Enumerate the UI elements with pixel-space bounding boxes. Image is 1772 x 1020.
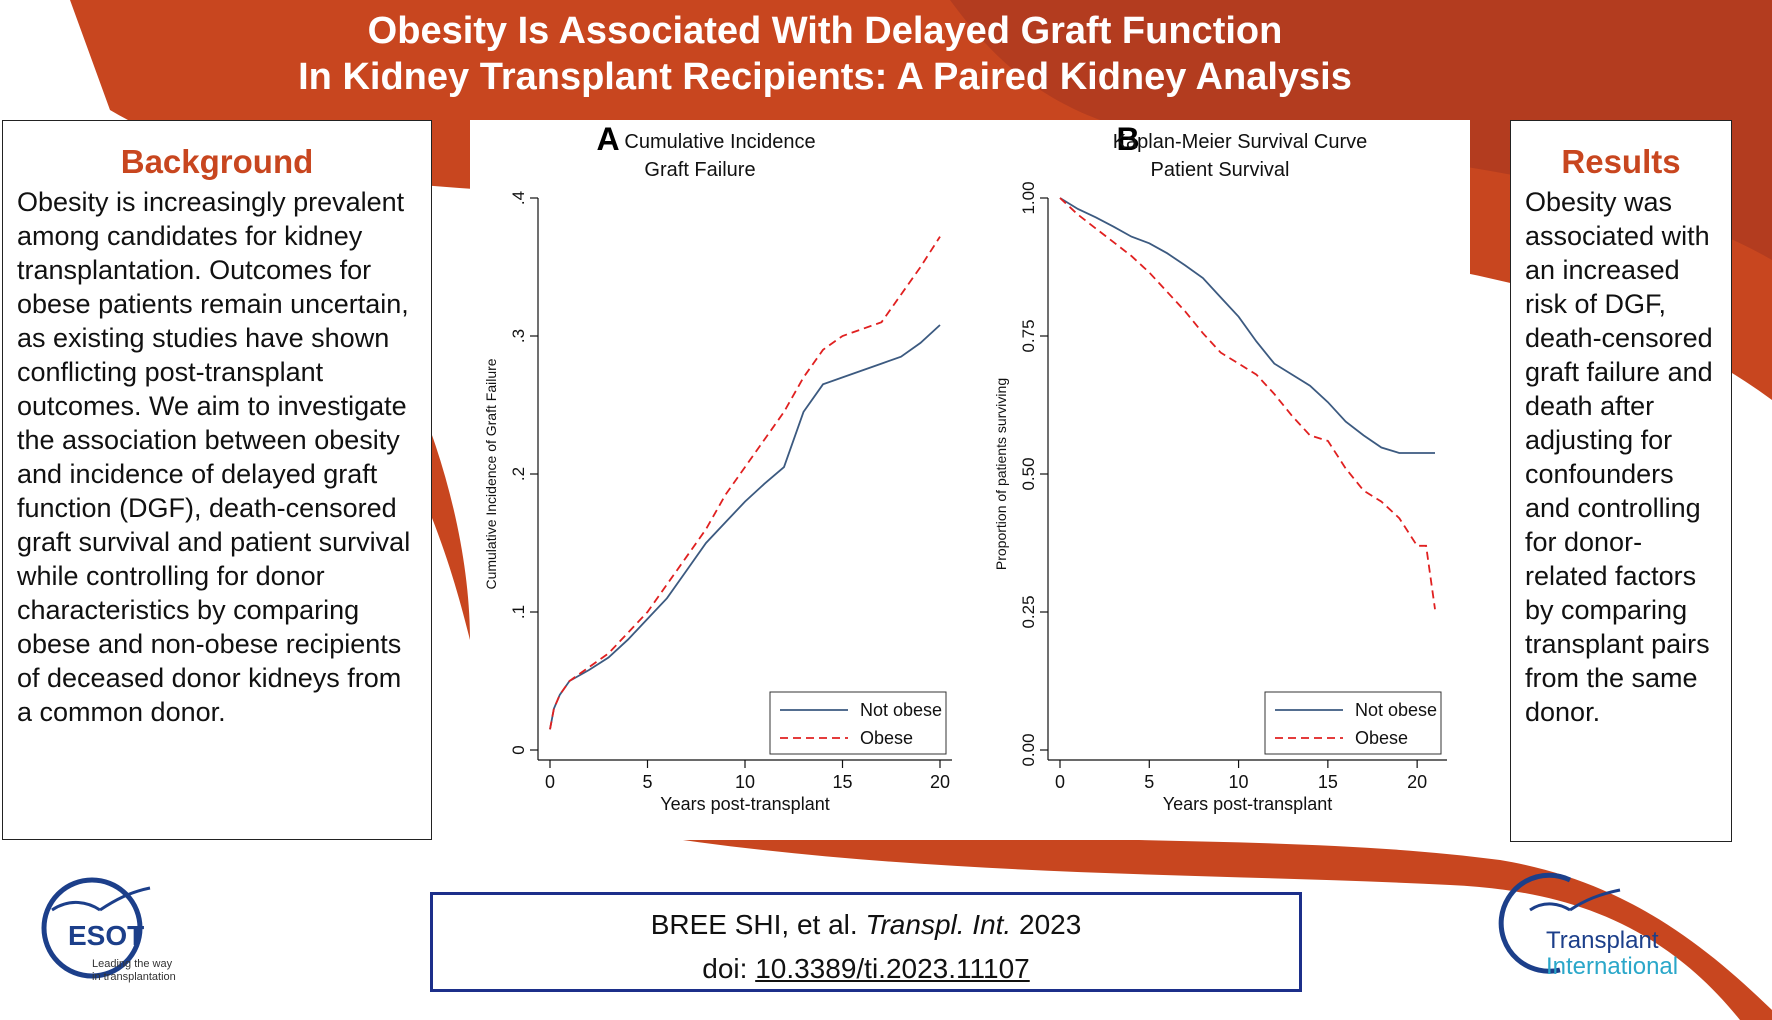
chart-a-x-axis-label: Years post-transplant <box>660 794 829 814</box>
chart-a-title: Cumulative Incidence <box>624 131 815 153</box>
chart-b-x-tick-label: 0 <box>1055 772 1065 792</box>
chart-b-series-line-not-obese <box>1059 197 1435 454</box>
chart-a-x-tick-label: 5 <box>642 772 652 792</box>
ti-ring <box>1498 872 1572 974</box>
citation-journal: Transpl. Int. <box>865 909 1012 940</box>
chart-b-legend-label: Not obese <box>1355 700 1437 720</box>
chart-b-y-tick-label: 0.50 <box>1019 457 1038 490</box>
chart-b-y-tick-label: 0.25 <box>1019 595 1038 628</box>
background-heading: Background <box>120 143 314 180</box>
esot-name: ESOT <box>68 920 144 951</box>
charts-svg: A Cumulative Incidence Graft Failure 0 .1 .2.… <box>483 121 1447 814</box>
chart-a-panel-letter: A <box>596 121 619 157</box>
chart-a-y-tick-label: .2 <box>509 467 528 481</box>
chart-b-title: Kaplan-Meier Survival Curve <box>1113 131 1368 153</box>
chart-b-legend-label: Obese <box>1355 728 1408 748</box>
esot-logo: ESOT Leading the way in transplantation <box>41 877 176 983</box>
results-panel: Results Obesity was associated with an i… <box>1510 120 1732 842</box>
chart-a-legend-label: Obese <box>860 728 913 748</box>
chart-b-subtitle: Patient Survival <box>1151 159 1290 181</box>
chart-b-x-tick-label: 5 <box>1144 772 1154 792</box>
results-heading: Results <box>1561 143 1681 180</box>
background-text: Obesity is increasingly prevalent among … <box>17 187 411 727</box>
chart-b-series-line-obese <box>1059 197 1436 610</box>
chart-a-x-tick-label: 20 <box>930 772 950 792</box>
chart-b-x-tick-label: 15 <box>1318 772 1338 792</box>
title-line-1: Obesity Is Associated With Delayed Graft… <box>367 10 1283 52</box>
chart-a-y-axis-label: Cumulative Incidence of Graft Failure <box>483 358 499 589</box>
chart-b-y-axis-label: Proportion of patients surviving <box>993 378 1009 570</box>
esot-hands-icon <box>51 886 151 912</box>
chart-b-x-tick-label: 10 <box>1229 772 1249 792</box>
background-panel: Background Obesity is increasingly preva… <box>2 120 432 840</box>
chart-b-y-tick-label: 1.00 <box>1019 181 1038 214</box>
chart-b-x-axis-label: Years post-transplant <box>1163 794 1332 814</box>
charts-panel: A Cumulative Incidence Graft Failure 0 .1 .2.… <box>470 120 1470 840</box>
transplant-international-logo: Transplant International <box>1498 872 1678 980</box>
esot-ring <box>41 877 143 979</box>
citation-authors: BREE SHI, et al. <box>650 909 858 940</box>
chart-a-x-tick-label: 0 <box>545 772 555 792</box>
citation-line-2: doi: 10.3389/ti.2023.11107 <box>433 947 1299 991</box>
chart-b-panel-letter: B <box>1116 121 1139 157</box>
chart-b-y-tick-label: 0.75 <box>1019 319 1038 352</box>
chart-a-y-tick-label: 0 <box>509 745 528 754</box>
esot-tagline-1: Leading the way <box>92 958 173 970</box>
poster-title: Obesity Is Associated With Delayed Graft… <box>0 8 1650 100</box>
citation-box: BREE SHI, et al. Transpl. Int. 2023 doi:… <box>430 892 1302 992</box>
chart-a-x-tick-label: 15 <box>832 772 852 792</box>
citation-line-1: BREE SHI, et al. Transpl. Int. 2023 <box>433 903 1299 947</box>
ti-hands-icon <box>1529 888 1621 912</box>
doi-prefix: doi: <box>702 953 748 984</box>
chart-a-series-line-not-obese <box>549 324 941 730</box>
title-line-2: In Kidney Transplant Recipients: A Paire… <box>298 56 1352 98</box>
chart-a-y-tick-label: .4 <box>509 191 528 205</box>
ti-line-1: Transplant <box>1546 927 1659 954</box>
chart-b-legend-box <box>1264 691 1442 755</box>
chart-a-series-line-obese <box>549 236 941 730</box>
chart-a-subtitle: Graft Failure <box>644 159 755 181</box>
ti-line-2: International <box>1546 953 1678 980</box>
chart-a-legend-label: Not obese <box>860 700 942 720</box>
chart-b-x-tick-label: 20 <box>1407 772 1427 792</box>
chart-a-y-tick-label: .1 <box>509 605 528 619</box>
citation-year: 2023 <box>1019 909 1082 940</box>
chart-a-legend-box <box>769 691 947 755</box>
chart-b-y-tick-label: 0.00 <box>1019 733 1038 766</box>
doi-link[interactable]: 10.3389/ti.2023.11107 <box>755 953 1030 984</box>
chart-a-y-tick-label: .3 <box>509 329 528 343</box>
chart-a-x-tick-label: 10 <box>735 772 755 792</box>
results-text: Obesity was associated with an increased… <box>1525 187 1713 727</box>
esot-tagline-2: in transplantation <box>92 971 176 983</box>
